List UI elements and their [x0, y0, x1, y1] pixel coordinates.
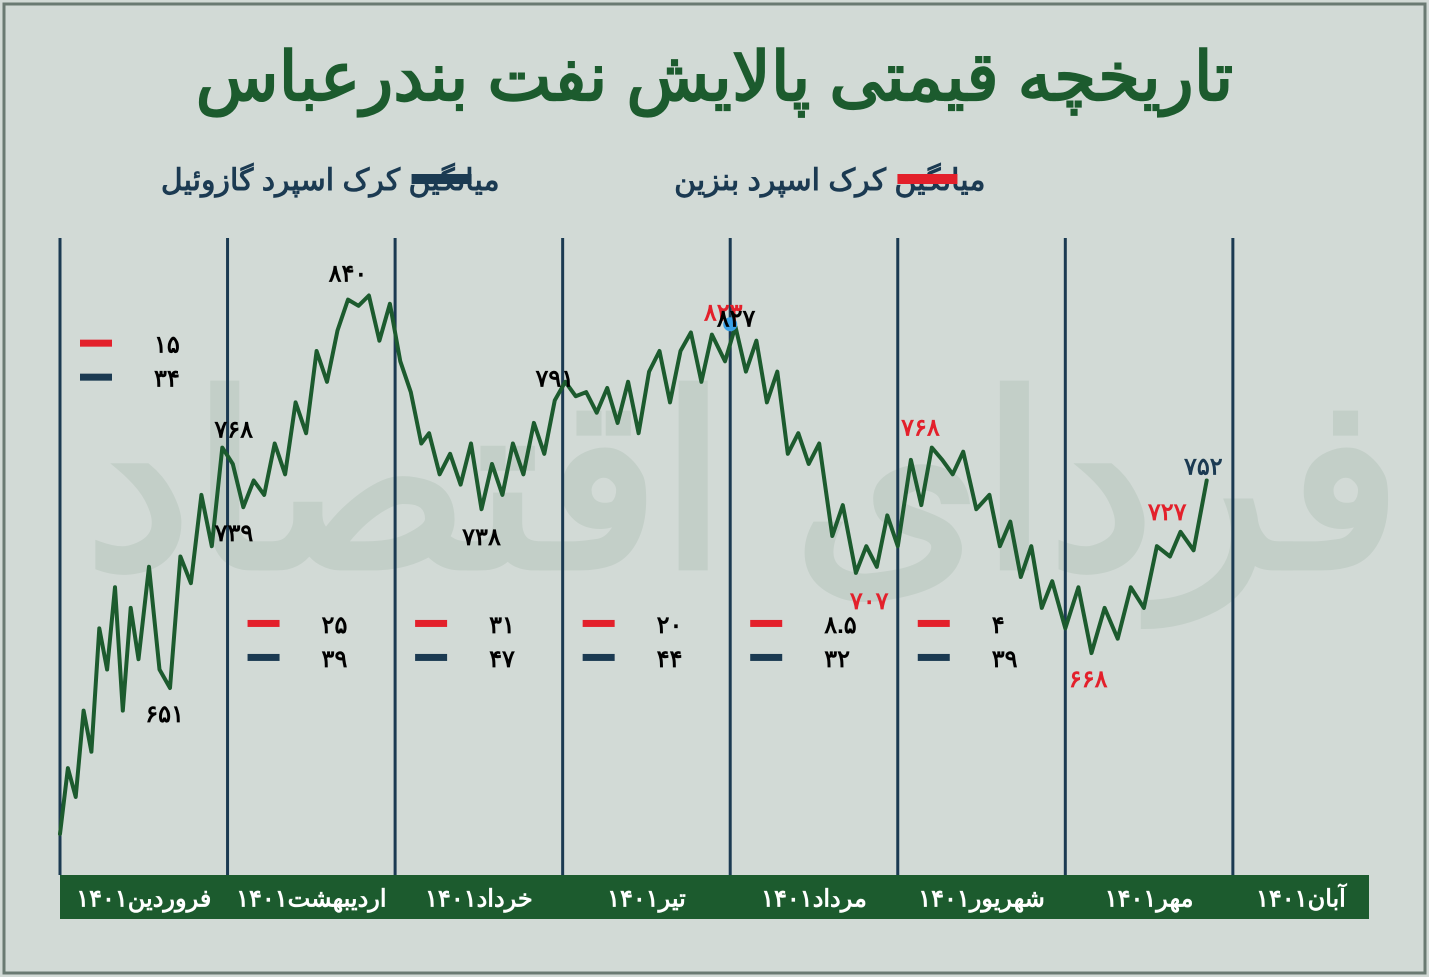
month-gasoil-value: ۳۹	[992, 646, 1018, 673]
month-benzin-swatch	[918, 620, 950, 627]
x-axis-tick-label: مرداد۱۴۰۱	[761, 886, 867, 914]
month-gasoil-swatch	[750, 654, 782, 661]
title: تاریخچه قیمتی پالایش نفت بندرعباس	[196, 39, 1234, 118]
month-benzin-swatch	[248, 620, 280, 627]
month-gasoil-swatch	[415, 654, 447, 661]
point-label: ۸۴۰	[328, 261, 368, 288]
x-axis-tick-label: آبان۱۴۰۱	[1256, 883, 1347, 913]
month-gasoil-value: ۴۷	[489, 646, 515, 673]
infographic-stage: فردای اقتصادتاریخچه قیمتی پالایش نفت بند…	[0, 0, 1429, 977]
month-gasoil-value: ۳۲	[824, 646, 850, 673]
point-label: ۷۳۸	[461, 524, 501, 551]
month-benzin-value: ۱۵	[154, 332, 180, 359]
x-axis-tick-label: اردیبهشت۱۴۰۱	[236, 886, 386, 914]
x-axis-tick-label: خرداد۱۴۰۱	[425, 886, 533, 914]
point-label: ۷۰۷	[849, 588, 889, 615]
month-benzin-swatch	[750, 620, 782, 627]
month-gasoil-value: ۳۹	[322, 646, 348, 673]
legend-benzin-swatch	[897, 174, 957, 184]
point-label: ۶۵۱	[145, 701, 184, 728]
legend-gasoil-swatch	[412, 174, 472, 184]
month-gasoil-swatch	[918, 654, 950, 661]
month-benzin-swatch	[80, 340, 112, 347]
month-gasoil-swatch	[583, 654, 615, 661]
month-benzin-value: ۸.۵	[823, 612, 857, 639]
x-axis-tick-label: شهریور۱۴۰۱	[918, 886, 1045, 914]
point-label: ۷۳۹	[214, 520, 254, 547]
month-benzin-value: ۲۵	[322, 612, 348, 639]
point-label: ۷۲۷	[1147, 499, 1187, 526]
month-benzin-swatch	[415, 620, 447, 627]
month-gasoil-swatch	[248, 654, 280, 661]
point-label: ۷۵۲	[1183, 453, 1223, 480]
month-gasoil-value: ۴۴	[657, 646, 683, 673]
month-benzin-value: ۳۱	[489, 612, 515, 639]
month-benzin-value: ۴	[992, 612, 1005, 639]
point-label: ۷۶۸	[900, 415, 940, 442]
chart-svg: فردای اقتصادتاریخچه قیمتی پالایش نفت بند…	[0, 0, 1429, 977]
point-label: ۸۲۷	[716, 305, 756, 332]
point-label: ۷۶۸	[213, 417, 253, 444]
x-axis-tick-label: فروردین۱۴۰۱	[76, 886, 211, 914]
point-label: ۶۶۸	[1069, 666, 1108, 693]
month-benzin-value: ۲۰	[657, 612, 683, 639]
x-axis-tick-label: تیر۱۴۰۱	[607, 886, 686, 914]
point-label: ۷۹۱	[534, 365, 574, 392]
x-axis-tick-label: مهر۱۴۰۱	[1105, 886, 1194, 914]
month-benzin-swatch	[583, 620, 615, 627]
month-gasoil-swatch	[80, 374, 112, 381]
month-gasoil-value: ۳۴	[154, 366, 180, 393]
